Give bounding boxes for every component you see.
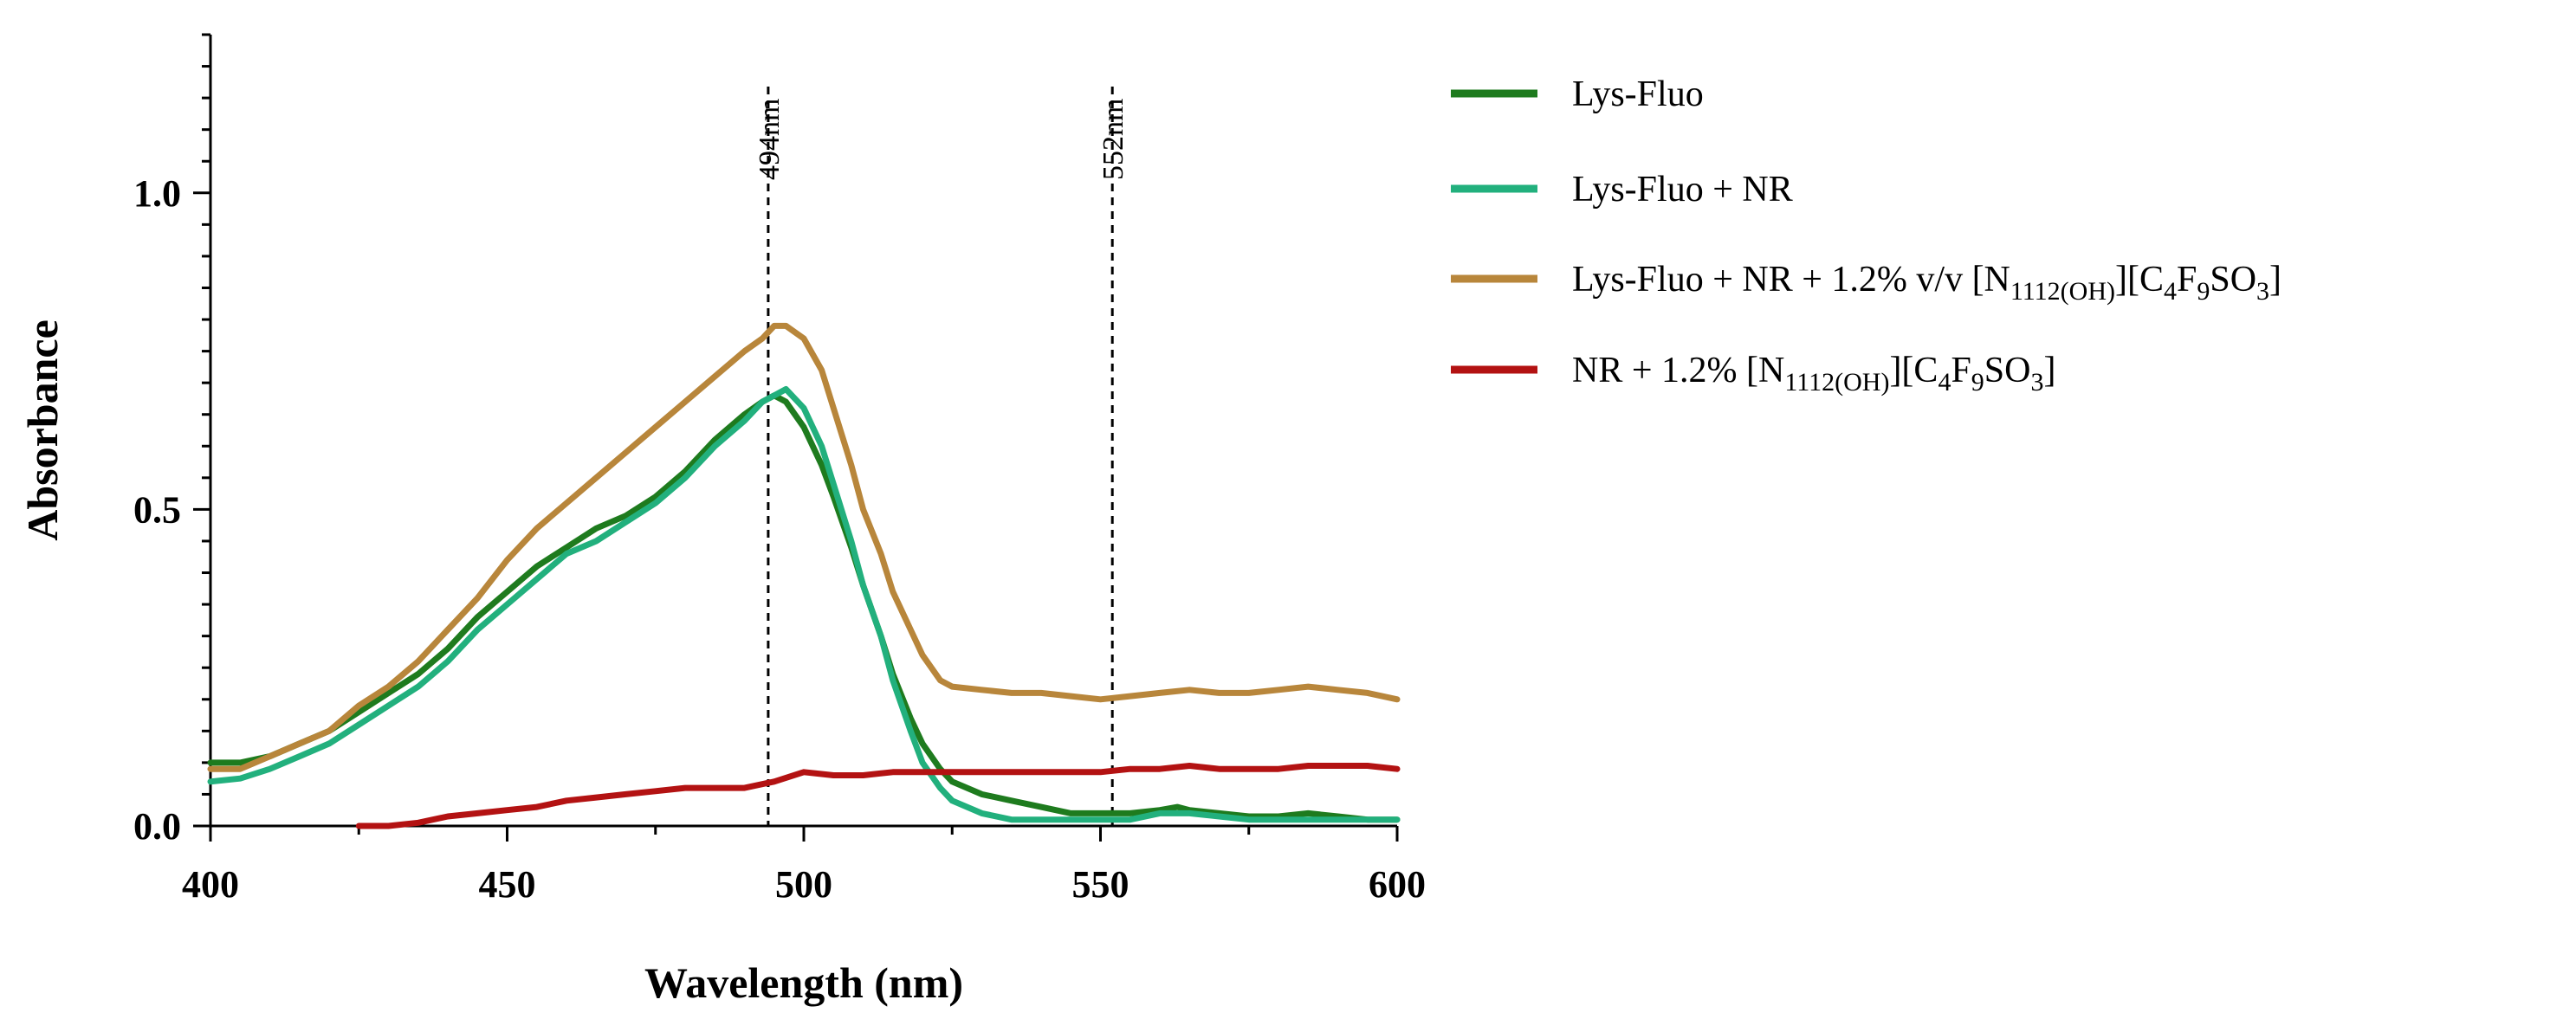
- legend-label: Lys-Fluo + NR: [1572, 170, 1793, 210]
- legend-subscript: 3: [2031, 368, 2044, 397]
- legend-text-part: F: [2177, 260, 2197, 300]
- legend-label: Lys-Fluo: [1572, 74, 1704, 114]
- series-line: [355, 763, 1401, 829]
- annotations: 494nm 552nm: [754, 87, 1129, 826]
- legend-text-part: Lys-Fluo + NR: [1572, 170, 1793, 210]
- legend-subscript: 4: [2164, 277, 2177, 306]
- series-lines: [207, 322, 1401, 829]
- y-tick-label: 1.0: [133, 172, 181, 215]
- ticks: [193, 33, 1399, 842]
- legend-text-part: F: [1951, 351, 1971, 390]
- series-line: [207, 386, 1401, 823]
- legend-text-part: NR + 1.2% [N: [1572, 351, 1784, 390]
- legend-subscript: 1112(OH): [2010, 277, 2115, 306]
- tick-labels: 400 450 500 550 600 0.0 0.5 1.0: [133, 172, 1426, 906]
- x-tick-label: 450: [479, 863, 536, 906]
- x-tick-label: 500: [775, 863, 832, 906]
- legend-subscript: 3: [2256, 277, 2269, 306]
- y-tick-label: 0.0: [133, 805, 181, 848]
- x-axis-title: Wavelength (nm): [644, 958, 963, 1007]
- legend-text-part: ][C: [2115, 260, 2164, 300]
- series-line: [207, 322, 1401, 772]
- legend: Lys-Fluo Lys-Fluo + NR Lys-Fluo + NR + 1.2…: [1451, 74, 2282, 397]
- legend-text-part: ]: [2269, 260, 2282, 300]
- series-line: [207, 392, 1401, 823]
- x-tick-label: 600: [1369, 863, 1426, 906]
- legend-text-part: Lys-Fluo + NR + 1.2% v/v [N: [1572, 260, 2010, 300]
- legend-text-part: Lys-Fluo: [1572, 74, 1704, 114]
- y-axis-title: Absorbance: [18, 319, 67, 541]
- legend-subscript: 4: [1938, 368, 1951, 397]
- legend-subscript: 1112(OH): [1784, 368, 1889, 397]
- legend-subscript: 9: [1971, 368, 1984, 397]
- legend-text-part: SO: [1984, 351, 2031, 390]
- x-tick-label: 550: [1072, 863, 1129, 906]
- legend-subscript: 9: [2197, 277, 2210, 306]
- annotation-label: 552nm: [1097, 99, 1129, 180]
- annotation-label: 494nm: [754, 99, 786, 180]
- y-tick-label: 0.5: [133, 488, 181, 531]
- x-tick-label: 400: [182, 863, 239, 906]
- legend-label: Lys-Fluo + NR + 1.2% v/v [N1112(OH)][C4F…: [1572, 260, 2282, 306]
- legend-text-part: SO: [2210, 260, 2256, 300]
- legend-text-part: ]: [2044, 351, 2056, 390]
- legend-label: NR + 1.2% [N1112(OH)][C4F9SO3]: [1572, 351, 2056, 397]
- legend-text-part: ][C: [1889, 351, 1938, 390]
